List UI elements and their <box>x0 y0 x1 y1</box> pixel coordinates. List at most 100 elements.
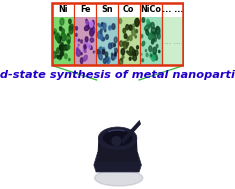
Ellipse shape <box>127 51 132 56</box>
Circle shape <box>85 41 86 43</box>
Circle shape <box>151 55 152 56</box>
Circle shape <box>123 28 126 33</box>
Ellipse shape <box>56 48 59 53</box>
Text: ... ...: ... ... <box>164 36 181 46</box>
Ellipse shape <box>76 51 79 56</box>
Circle shape <box>75 27 77 30</box>
Ellipse shape <box>92 20 94 26</box>
Bar <box>118 3 140 17</box>
Ellipse shape <box>102 37 105 41</box>
Circle shape <box>75 33 77 36</box>
Circle shape <box>149 33 152 40</box>
Circle shape <box>91 25 93 29</box>
Circle shape <box>55 33 59 40</box>
Bar <box>52 17 74 65</box>
Circle shape <box>109 43 112 49</box>
Bar <box>140 3 161 65</box>
Circle shape <box>123 41 125 45</box>
Ellipse shape <box>60 50 62 59</box>
Bar <box>96 3 118 17</box>
Bar <box>140 17 161 65</box>
Circle shape <box>137 46 138 49</box>
Bar <box>96 17 118 65</box>
Circle shape <box>115 48 118 53</box>
Circle shape <box>114 37 117 43</box>
Circle shape <box>132 57 133 59</box>
Circle shape <box>122 55 124 58</box>
Text: Co: Co <box>123 5 134 15</box>
Circle shape <box>112 24 115 29</box>
Circle shape <box>106 57 110 64</box>
Circle shape <box>62 48 63 50</box>
Ellipse shape <box>69 26 73 34</box>
Circle shape <box>90 29 94 36</box>
Circle shape <box>90 22 93 27</box>
Bar <box>96 3 118 65</box>
Ellipse shape <box>89 45 92 50</box>
Ellipse shape <box>123 41 128 49</box>
Ellipse shape <box>127 37 129 41</box>
Circle shape <box>62 29 64 33</box>
Circle shape <box>64 54 67 59</box>
Circle shape <box>93 51 94 53</box>
Circle shape <box>103 59 106 64</box>
Ellipse shape <box>83 55 87 61</box>
Circle shape <box>114 54 116 58</box>
Circle shape <box>133 49 134 51</box>
Circle shape <box>115 48 116 50</box>
Circle shape <box>52 52 56 58</box>
Circle shape <box>84 45 86 49</box>
Bar <box>161 17 183 65</box>
Ellipse shape <box>153 53 157 60</box>
Ellipse shape <box>83 45 85 52</box>
Ellipse shape <box>102 48 105 52</box>
Circle shape <box>54 32 55 33</box>
Ellipse shape <box>101 23 103 27</box>
Text: Sn: Sn <box>101 5 113 15</box>
Ellipse shape <box>80 58 83 64</box>
Circle shape <box>114 43 115 47</box>
Circle shape <box>55 33 59 40</box>
Ellipse shape <box>132 28 135 36</box>
Circle shape <box>135 50 138 55</box>
Ellipse shape <box>142 41 145 46</box>
Ellipse shape <box>100 34 103 40</box>
Circle shape <box>92 30 93 32</box>
Circle shape <box>88 23 91 29</box>
Ellipse shape <box>60 18 64 25</box>
Ellipse shape <box>151 28 156 34</box>
Circle shape <box>156 44 158 48</box>
Circle shape <box>101 28 102 31</box>
Circle shape <box>121 49 125 55</box>
Ellipse shape <box>69 24 73 30</box>
Ellipse shape <box>135 18 139 26</box>
Bar <box>161 3 183 65</box>
Circle shape <box>84 41 88 48</box>
Ellipse shape <box>60 45 64 51</box>
Ellipse shape <box>103 130 132 146</box>
Circle shape <box>141 53 142 55</box>
Ellipse shape <box>96 50 100 54</box>
Ellipse shape <box>129 47 134 55</box>
Circle shape <box>60 42 64 48</box>
Circle shape <box>111 55 115 60</box>
Circle shape <box>78 39 80 41</box>
Circle shape <box>129 25 132 30</box>
Circle shape <box>67 45 70 49</box>
Circle shape <box>112 53 113 55</box>
Circle shape <box>147 22 150 27</box>
Circle shape <box>53 29 56 35</box>
Ellipse shape <box>84 49 86 53</box>
Circle shape <box>69 19 71 24</box>
Bar <box>118 17 140 65</box>
Ellipse shape <box>145 25 150 30</box>
Ellipse shape <box>101 139 134 161</box>
Circle shape <box>159 50 160 53</box>
Circle shape <box>86 21 88 25</box>
Ellipse shape <box>156 27 160 35</box>
Circle shape <box>78 44 79 46</box>
Ellipse shape <box>59 55 61 60</box>
Bar <box>52 3 74 17</box>
Circle shape <box>119 19 122 23</box>
Ellipse shape <box>98 127 137 149</box>
